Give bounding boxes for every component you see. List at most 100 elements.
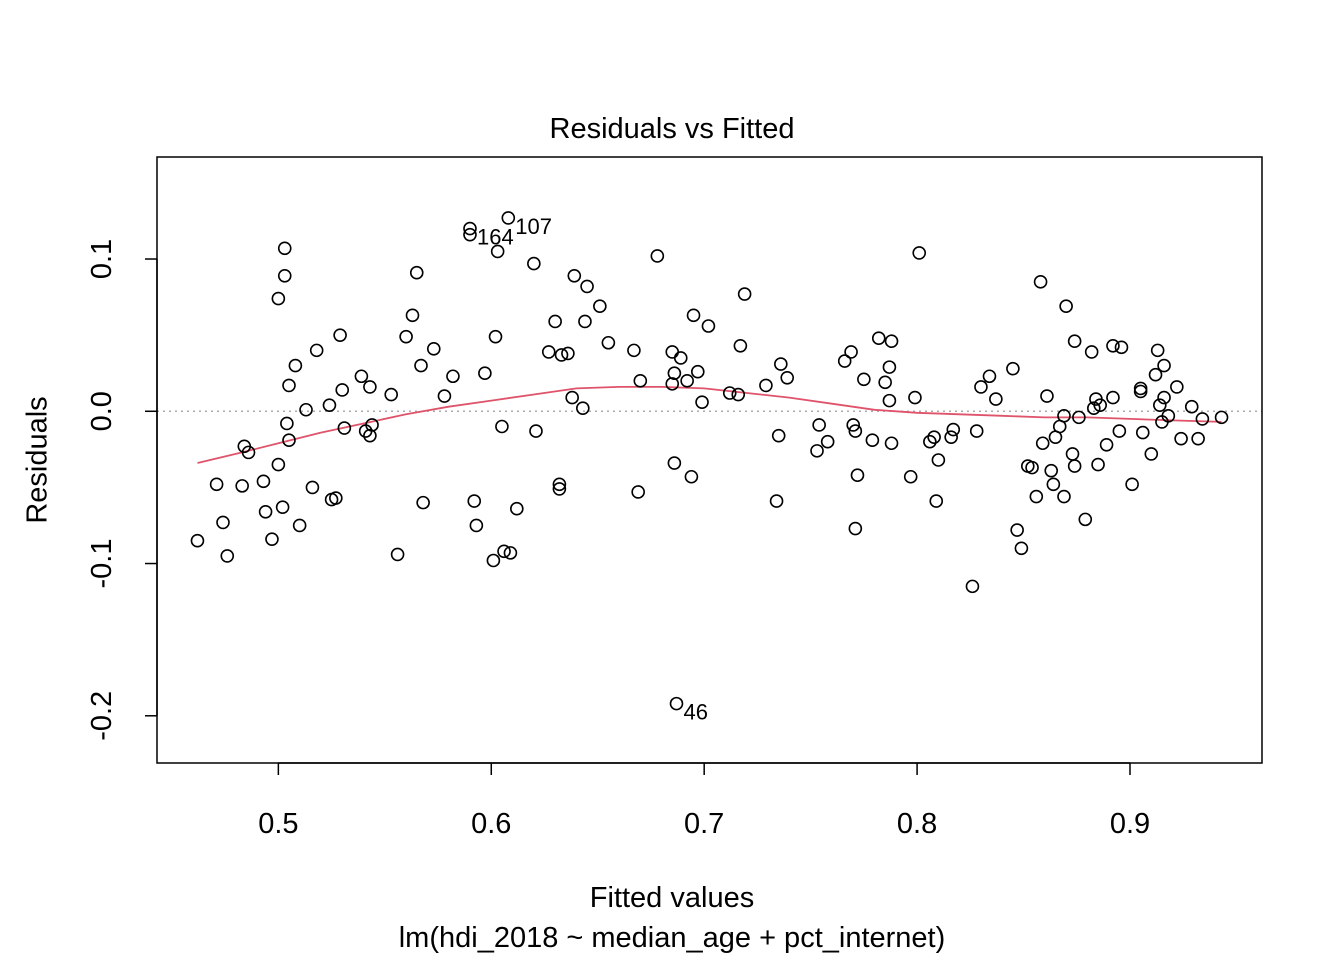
data-point — [329, 491, 343, 505]
data-point — [288, 358, 303, 373]
data-point — [463, 221, 477, 236]
data-point — [271, 457, 286, 472]
chart-title: Residuals vs Fitted — [549, 113, 795, 145]
data-point — [931, 453, 946, 467]
data-point — [601, 335, 616, 350]
data-point — [733, 339, 748, 353]
data-point — [527, 256, 541, 271]
data-point — [1112, 424, 1127, 438]
data-point — [1014, 541, 1029, 556]
data-point — [667, 366, 682, 381]
data-point — [848, 424, 863, 438]
data-point — [929, 494, 944, 508]
data-point — [1091, 457, 1105, 472]
data-point — [490, 244, 505, 259]
x-tick-label: 0.6 — [471, 808, 511, 840]
data-point — [1033, 275, 1048, 289]
data-point — [865, 433, 880, 448]
data-point — [1133, 381, 1148, 396]
data-point — [580, 279, 594, 294]
data-point — [1057, 489, 1071, 504]
data-point — [322, 398, 337, 412]
data-point — [593, 299, 607, 314]
data-point — [299, 402, 313, 417]
data-point — [882, 393, 897, 408]
data-point — [1099, 437, 1114, 452]
data-point — [982, 369, 997, 384]
point-label: 46 — [683, 700, 707, 725]
data-point — [469, 518, 484, 533]
data-point — [1029, 489, 1044, 504]
data-point — [190, 533, 205, 548]
data-point — [769, 494, 784, 508]
data-point — [497, 544, 511, 559]
data-point — [552, 482, 567, 496]
data-point — [946, 422, 961, 437]
data-point — [467, 494, 482, 508]
data-point — [354, 369, 369, 384]
data-point — [305, 480, 320, 495]
data-point — [1025, 460, 1039, 475]
data-point — [414, 358, 428, 373]
data-point — [1044, 463, 1059, 478]
data-point — [927, 430, 941, 444]
data-point — [857, 372, 871, 387]
data-point — [690, 364, 705, 379]
data-point — [561, 346, 575, 361]
data-point — [363, 428, 377, 443]
data-point — [390, 547, 405, 562]
data-point — [969, 424, 984, 438]
data-point — [1067, 334, 1082, 349]
y-axis: -0.2 -0.1 0.0 0.1 — [86, 239, 158, 741]
plot-border — [156, 156, 1263, 764]
data-point — [220, 549, 235, 563]
data-point — [501, 211, 516, 225]
data-point — [1106, 390, 1120, 405]
data-point — [365, 418, 379, 432]
data-point — [552, 477, 567, 492]
data-point — [209, 477, 224, 492]
y-tick-label: -0.2 — [86, 691, 118, 741]
data-point — [292, 518, 307, 533]
data-point — [548, 314, 562, 329]
data-point — [416, 495, 430, 510]
data-point — [337, 421, 352, 435]
data-point — [882, 360, 897, 374]
data-point — [665, 377, 680, 391]
data-point — [1144, 447, 1159, 461]
data-point — [503, 546, 518, 560]
data-point — [565, 390, 579, 405]
data-point — [256, 474, 271, 489]
data-point — [837, 354, 852, 368]
data-point — [631, 485, 645, 499]
data-point — [405, 308, 420, 323]
data-point — [974, 380, 988, 394]
data-point — [1214, 410, 1229, 425]
data-point — [1150, 343, 1165, 358]
data-point — [878, 375, 892, 390]
data-point — [409, 265, 424, 280]
data-point — [1184, 399, 1199, 414]
data-point — [686, 308, 701, 323]
data-point — [1174, 431, 1188, 446]
data-point — [1010, 523, 1024, 537]
data-point — [884, 334, 899, 349]
data-point — [1133, 384, 1148, 399]
data-point — [1065, 447, 1080, 461]
data-point — [650, 249, 665, 263]
x-tick-label: 0.8 — [897, 808, 937, 840]
data-point — [488, 329, 503, 344]
data-point — [1035, 436, 1050, 451]
x-tick-label: 0.5 — [258, 808, 298, 840]
data-point — [722, 386, 737, 400]
data-point — [1191, 431, 1205, 446]
data-point — [1078, 512, 1093, 527]
data-point — [554, 348, 569, 362]
data-point — [923, 434, 937, 449]
x-tick-label: 0.9 — [1110, 808, 1150, 840]
data-point — [486, 553, 501, 568]
data-point — [1006, 361, 1020, 376]
data-point — [309, 343, 324, 358]
data-point — [1157, 390, 1171, 405]
